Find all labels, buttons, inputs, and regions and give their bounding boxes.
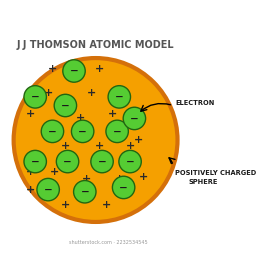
Text: −: − (63, 157, 72, 167)
Text: −: − (115, 92, 124, 102)
Text: +: + (26, 109, 36, 119)
Text: +: + (61, 141, 70, 151)
Circle shape (24, 86, 47, 108)
Text: SPHERE: SPHERE (188, 179, 218, 185)
Circle shape (119, 150, 141, 173)
Circle shape (56, 150, 79, 173)
Circle shape (37, 178, 59, 201)
Text: shutterstock.com · 2232534545: shutterstock.com · 2232534545 (69, 240, 148, 245)
Text: −: − (126, 157, 134, 167)
Text: +: + (126, 141, 135, 151)
Text: −: − (98, 157, 106, 167)
Circle shape (72, 120, 94, 143)
Circle shape (14, 58, 178, 222)
Circle shape (63, 60, 85, 82)
Circle shape (112, 176, 135, 199)
Text: +: + (134, 135, 143, 145)
Text: J J THOMSON ATOMIC MODEL: J J THOMSON ATOMIC MODEL (17, 40, 174, 50)
Text: ELECTRON: ELECTRON (175, 100, 215, 106)
Text: +: + (76, 113, 85, 123)
Text: +: + (95, 64, 105, 74)
Text: −: − (130, 113, 139, 123)
Text: +: + (95, 141, 105, 151)
Text: +: + (108, 109, 118, 119)
Text: POSITIVELY CHARGED: POSITIVELY CHARGED (175, 171, 257, 176)
Text: −: − (119, 183, 128, 192)
Circle shape (106, 120, 128, 143)
Circle shape (91, 150, 113, 173)
Circle shape (108, 86, 131, 108)
Text: −: − (44, 185, 53, 195)
Text: +: + (48, 64, 57, 74)
Text: +: + (132, 109, 141, 119)
Circle shape (24, 150, 47, 173)
Text: −: − (113, 126, 121, 136)
Text: −: − (48, 126, 57, 136)
Text: −: − (31, 157, 40, 167)
Text: −: − (80, 187, 89, 197)
Text: −: − (61, 101, 70, 111)
Circle shape (74, 181, 96, 203)
Text: +: + (26, 167, 36, 177)
Circle shape (41, 120, 64, 143)
Text: +: + (138, 172, 148, 182)
Text: +: + (102, 200, 111, 210)
Text: +: + (43, 88, 53, 97)
Text: −: − (70, 66, 78, 76)
Text: +: + (61, 200, 70, 210)
Text: +: + (82, 174, 92, 184)
Text: −: − (78, 126, 87, 136)
Circle shape (123, 107, 146, 130)
Text: +: + (26, 185, 36, 195)
Text: +: + (50, 167, 59, 177)
Text: −: − (31, 92, 40, 102)
Circle shape (54, 94, 77, 117)
Text: +: + (115, 174, 124, 184)
Text: +: + (87, 88, 96, 97)
